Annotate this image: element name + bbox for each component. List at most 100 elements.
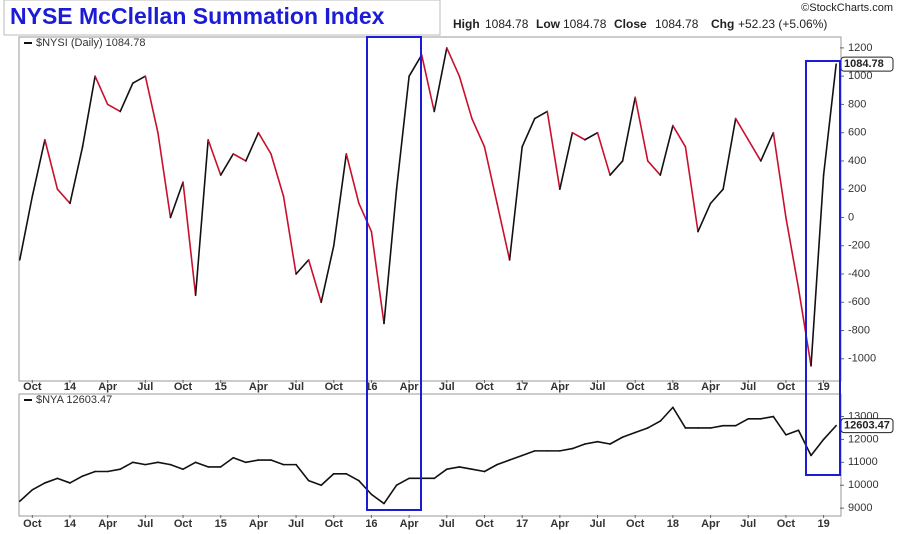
x-tick-label: Apr: [400, 381, 420, 393]
line-segment: [659, 406, 674, 422]
line-segment: [69, 146, 84, 205]
line-segment: [144, 461, 159, 466]
x-tick-label: Jul: [288, 518, 304, 530]
line-segment: [31, 482, 46, 491]
line-segment: [822, 63, 837, 176]
y-tick-label: 9000: [848, 502, 872, 514]
line-segment: [621, 96, 637, 162]
x-tick-label: 19: [817, 518, 829, 530]
line-segment: [18, 195, 34, 261]
x-tick-label: Oct: [174, 381, 193, 393]
line-segment: [408, 54, 423, 77]
last-value-label: 12603.47: [844, 420, 890, 432]
legend-label: $NYA 12603.47: [36, 394, 112, 406]
x-tick-label: Oct: [626, 381, 645, 393]
x-tick-label: Apr: [550, 381, 570, 393]
stat-label: Chg: [711, 17, 734, 31]
y-tick-label: 1200: [848, 42, 872, 54]
line-segment: [182, 181, 197, 297]
x-tick-label: 17: [516, 381, 528, 393]
x-tick-label: Jul: [288, 381, 304, 393]
line-segment: [508, 146, 523, 261]
line-segment: [383, 188, 398, 325]
line-segment: [797, 287, 812, 367]
stat-label: Low: [536, 17, 561, 31]
line-segment: [56, 477, 71, 484]
line-segment: [307, 259, 323, 304]
line-segment: [332, 153, 348, 247]
line-segment: [106, 103, 122, 113]
line-segment: [18, 489, 34, 503]
line-segment: [596, 131, 611, 176]
line-segment: [445, 47, 461, 77]
line-segment: [759, 415, 775, 420]
x-tick-label: Apr: [701, 518, 721, 530]
line-segment: [596, 440, 611, 445]
line-segment: [358, 202, 373, 233]
highlight-box: [805, 60, 841, 476]
x-tick-label: Oct: [23, 381, 42, 393]
x-tick-label: 14: [64, 381, 77, 393]
line-segment: [132, 75, 147, 85]
line-segment: [672, 124, 687, 148]
x-tick-label: 16: [365, 518, 377, 530]
y-tick-label: 800: [848, 98, 866, 110]
x-tick-label: Jul: [439, 518, 455, 530]
x-tick-label: Jul: [740, 381, 756, 393]
line-segment: [245, 459, 260, 464]
line-segment: [772, 415, 787, 436]
line-segment: [521, 450, 536, 457]
line-segment: [621, 431, 637, 438]
line-segment: [483, 146, 498, 205]
x-tick-label: Jul: [740, 518, 756, 530]
line-segment: [734, 117, 750, 141]
line-segment: [571, 131, 586, 141]
line-segment: [157, 131, 172, 219]
line-segment: [810, 174, 825, 367]
line-segment: [659, 124, 674, 176]
x-tick-label: 16: [365, 381, 377, 393]
line-segment: [44, 138, 59, 191]
plot-frame: [18, 36, 842, 382]
plot-frame: [18, 393, 842, 517]
plots: -1000 -800 -600 -400 -200 0 200 400 600 800 1000 12…: [18, 37, 894, 530]
line-segment: [144, 75, 159, 134]
x-tick-label: Oct: [475, 381, 494, 393]
x-tick-label: 15: [215, 381, 227, 393]
line-segment: [345, 153, 360, 205]
line-segment: [358, 479, 373, 496]
line-segment: [521, 117, 536, 148]
line-segment: [672, 406, 687, 429]
line-segment: [320, 472, 335, 487]
line-segment: [810, 438, 825, 457]
line-segment: [646, 160, 662, 176]
line-segment: [295, 463, 310, 482]
line-segment: [345, 472, 360, 482]
line-segment: [496, 459, 511, 466]
line-segment: [785, 216, 800, 289]
y-tick-label: -600: [848, 296, 870, 308]
line-segment: [722, 117, 737, 191]
y-tick-label: -200: [848, 240, 870, 252]
line-segment: [785, 429, 800, 436]
x-tick-label: Jul: [590, 381, 606, 393]
y-tick-label: 11000: [848, 456, 878, 468]
line-segment: [508, 454, 523, 461]
chart-title: NYSE McClellan Summation Index: [10, 3, 385, 29]
line-segment: [257, 131, 272, 155]
line-segment: [119, 82, 134, 113]
x-tick-label: 15: [215, 518, 227, 530]
x-tick-label: Apr: [400, 518, 420, 530]
x-tick-label: Oct: [23, 518, 42, 530]
line-segment: [44, 477, 59, 484]
x-tick-label: Apr: [249, 381, 269, 393]
line-segment: [232, 456, 247, 464]
line-segment: [584, 440, 599, 445]
line-segment: [81, 75, 96, 148]
stat-value: 1084.78: [485, 17, 529, 31]
x-tick-label: Oct: [174, 518, 193, 530]
x-tick-label: Apr: [550, 518, 570, 530]
line-segment: [609, 160, 624, 176]
line-segment: [533, 110, 549, 120]
line-segment: [483, 463, 498, 473]
